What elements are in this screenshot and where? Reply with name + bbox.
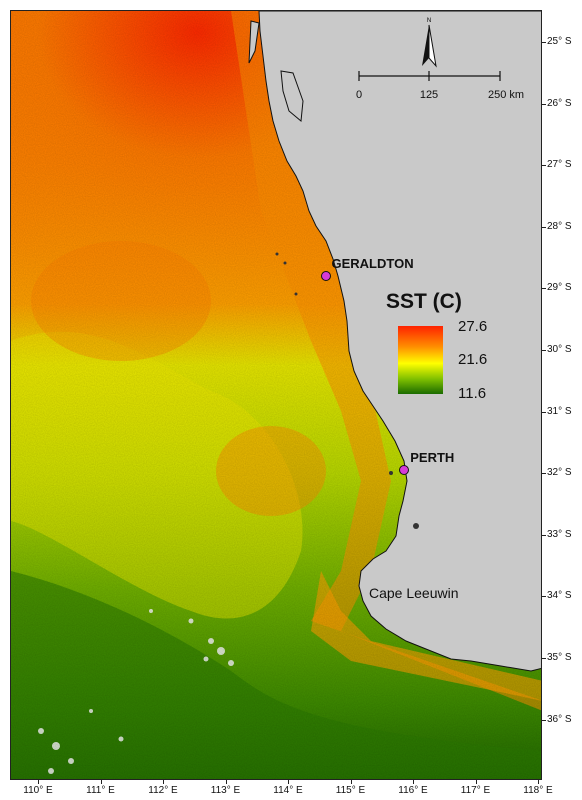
lat-label: 34° S (547, 590, 572, 602)
lat-label: 35° S (547, 652, 572, 663)
lon-label: 116° E (398, 785, 428, 796)
lon-tick (100, 779, 102, 784)
lon-label: 115° E (335, 785, 366, 796)
shark-bay-peninsula (248, 20, 260, 64)
lon-tick (538, 779, 539, 784)
lon-label: 111° E (86, 785, 115, 796)
city-marker-geraldton (320, 271, 331, 282)
lat-label: 28° S (547, 220, 572, 232)
lon-label: 112° E (148, 785, 178, 796)
lat-tick (541, 411, 546, 413)
lat-tick (541, 473, 546, 475)
lon-label: 113° E (210, 785, 241, 796)
lon-tick (225, 779, 227, 784)
lat-tick (541, 719, 546, 721)
legend-max: 27.6 (458, 318, 488, 335)
scale-label-0: 0 (355, 89, 363, 101)
sst-map (11, 11, 541, 779)
lat-tick (541, 350, 546, 351)
lat-tick (541, 103, 546, 105)
north-label: N (427, 18, 431, 24)
lat-label: 29° S (547, 282, 572, 294)
lat-tick (541, 165, 546, 167)
scale-label-125: 125 (419, 89, 439, 101)
lat-label: 26° S (547, 97, 572, 109)
lat-label: 31° S (547, 405, 572, 417)
legend-title: SST (C) (386, 290, 462, 313)
lon-tick (38, 779, 39, 784)
lon-tick (163, 779, 164, 784)
legend-mid: 21.6 (458, 351, 488, 368)
lon-tick (413, 779, 414, 784)
lat-label: 27° S (547, 159, 572, 171)
lat-tick (541, 596, 546, 598)
lat-tick (541, 42, 546, 43)
map-frame (10, 10, 542, 780)
scale-bar (358, 71, 501, 81)
lat-tick (541, 226, 546, 228)
lon-label: 117° E (460, 785, 491, 796)
lon-label: 118° E (523, 785, 553, 796)
scale-label-250: 250 km (487, 89, 525, 101)
lat-label: 32° S (547, 467, 572, 479)
lat-tick (541, 658, 546, 659)
lat-tick (541, 534, 546, 536)
lat-tick (541, 288, 546, 290)
legend-color-ramp (398, 326, 443, 394)
lon-tick (350, 779, 352, 784)
lon-tick (475, 779, 477, 784)
lat-label: 30° S (547, 344, 572, 355)
lon-tick (288, 779, 289, 784)
islands (275, 252, 419, 529)
lat-label: 36° S (547, 713, 572, 725)
lat-label: 25° S (547, 36, 572, 47)
legend-min: 11.6 (458, 385, 487, 402)
lon-label: 110° E (23, 785, 53, 796)
place-label-cape-leeuwin: Cape Leeuwin (369, 585, 459, 601)
city-label-perth: PERTH (410, 450, 455, 466)
city-marker-perth (399, 465, 410, 476)
city-label-geraldton: GERALDTON (331, 256, 414, 272)
lon-label: 114° E (273, 785, 303, 796)
north-arrow-icon: N (422, 18, 437, 68)
lat-label: 33° S (547, 528, 572, 540)
